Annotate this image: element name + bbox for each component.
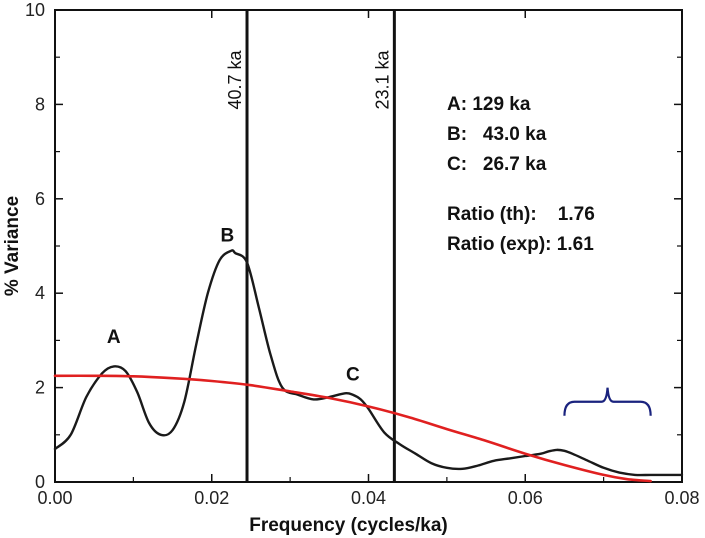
y-tick-label: 2 (35, 378, 45, 398)
info-line: A: 129 ka (447, 94, 531, 115)
period-line-label: 40.7 ka (225, 49, 245, 109)
x-axis-label: Frequency (cycles/ka) (249, 515, 448, 536)
background-fit-line (53, 374, 652, 483)
info-box: A: 129 ka B: 43.0 ka C: 26.7 ka Ratio (th):… (447, 94, 595, 255)
annotations: A B C (107, 225, 652, 416)
brace-annotation (563, 387, 652, 416)
y-tick-label: 0 (35, 472, 45, 492)
y-tick-label: 10 (25, 0, 45, 20)
x-tick-label: 0.00 (37, 488, 72, 508)
x-tick-label: 0.02 (194, 488, 229, 508)
peak-label-c: C (346, 365, 360, 386)
info-line: Ratio (th): 1.76 (447, 204, 595, 225)
x-tick-label: 0.06 (508, 488, 543, 508)
info-line: B: 43.0 ka (447, 124, 547, 145)
period-line-label: 23.1 ka (372, 49, 392, 109)
peak-label-b: B (221, 225, 235, 246)
spectrum-line (53, 249, 684, 477)
peak-label-a: A (107, 327, 121, 348)
y-axis-label: % Variance (2, 196, 23, 296)
y-tick-label: 8 (35, 94, 45, 114)
x-tick-label: 0.08 (664, 488, 699, 508)
y-tick-label: 6 (35, 189, 45, 209)
info-line: Ratio (exp): 1.61 (447, 234, 594, 255)
x-tick-label: 0.04 (351, 488, 386, 508)
y-tick-label: 4 (35, 283, 45, 303)
series (53, 249, 684, 483)
period-lines: 40.7 ka 23.1 ka (225, 10, 396, 482)
info-line: C: 26.7 ka (447, 154, 547, 175)
